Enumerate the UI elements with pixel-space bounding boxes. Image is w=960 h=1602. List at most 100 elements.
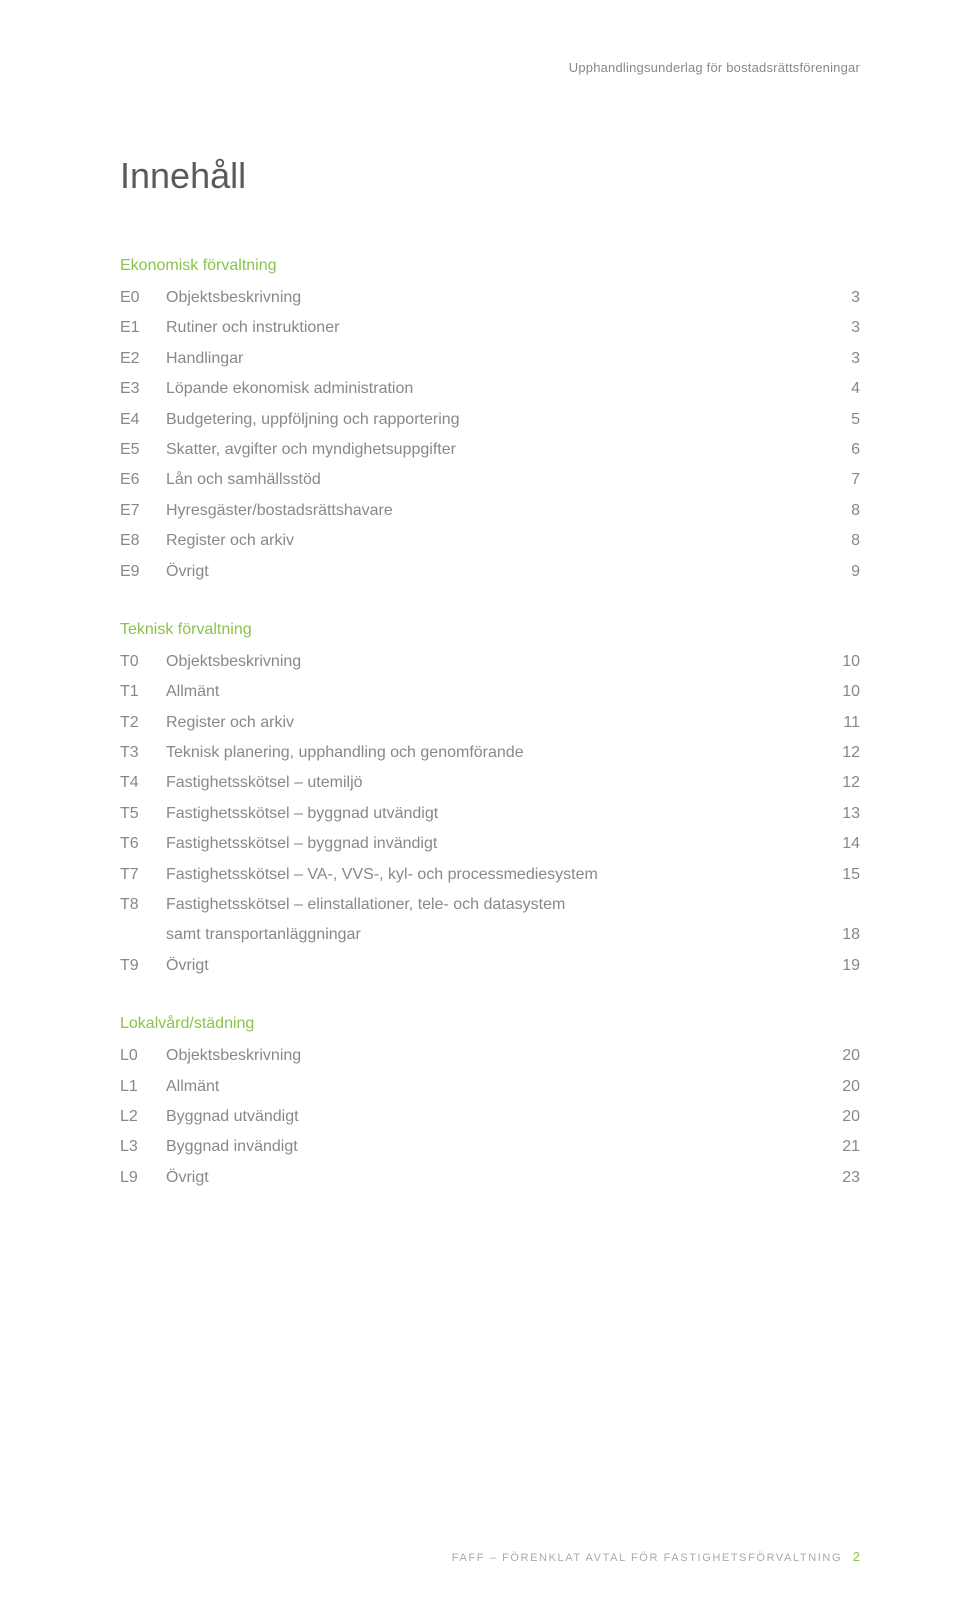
toc-code: T4 [120,768,166,798]
toc-label: Allmänt [166,1072,812,1102]
toc-label: Löpande ekonomisk administration [166,374,812,404]
toc-code: E7 [120,496,166,526]
toc-code: T5 [120,799,166,829]
toc-page: 5 [812,405,860,435]
toc-code: T8 [120,890,166,920]
toc-code: T6 [120,829,166,859]
toc-row: T7Fastighetsskötsel – VA-, VVS-, kyl- oc… [120,860,860,890]
footer: FAFF – FÖRENKLAT AVTAL FÖR FASTIGHETSFÖR… [452,1549,860,1564]
toc-code: T3 [120,738,166,768]
toc-label: Övrigt [166,951,812,981]
toc-code: T9 [120,951,166,981]
toc-label: Objektsbeskrivning [166,283,812,313]
toc-page: 20 [812,1102,860,1132]
toc-code: E4 [120,405,166,435]
toc-page: 21 [812,1132,860,1162]
toc-row: E9Övrigt9 [120,557,860,587]
toc-label: Hyresgäster/bostadsrättshavare [166,496,812,526]
running-head: Upphandlingsunderlag för bostadsrättsför… [120,60,860,75]
toc-row: T2Register och arkiv11 [120,708,860,738]
page-title: Innehåll [120,155,860,197]
toc-row: L2Byggnad utvändigt20 [120,1102,860,1132]
toc-code: E3 [120,374,166,404]
toc-code: E8 [120,526,166,556]
toc-code: L2 [120,1102,166,1132]
toc-page: 12 [812,738,860,768]
toc-row: T3Teknisk planering, upphandling och gen… [120,738,860,768]
toc-page: 6 [812,435,860,465]
toc-label: Fastighetsskötsel – byggnad invändigt [166,829,812,859]
toc-page: 14 [812,829,860,859]
section-heading: Lokalvård/städning [120,1015,860,1033]
toc-label: Rutiner och instruktioner [166,313,812,343]
toc-page: 8 [812,526,860,556]
toc-code: E6 [120,465,166,495]
toc-code: E5 [120,435,166,465]
toc-label: Handlingar [166,344,812,374]
toc-row: T4Fastighetsskötsel – utemiljö12 [120,768,860,798]
toc-label: Byggnad invändigt [166,1132,812,1162]
toc-code: L0 [120,1041,166,1071]
toc-row: L0Objektsbeskrivning20 [120,1041,860,1071]
toc-label: Register och arkiv [166,708,812,738]
toc-code: L1 [120,1072,166,1102]
toc-page: 3 [812,283,860,313]
toc-row: T6Fastighetsskötsel – byggnad invändigt1… [120,829,860,859]
toc-section: Lokalvård/städningL0Objektsbeskrivning20… [120,1015,860,1193]
toc-page: 10 [812,677,860,707]
toc-section: Ekonomisk förvaltning E0Objektsbeskrivnin… [120,257,860,587]
toc-label: Objektsbeskrivning [166,647,812,677]
toc-row: T8Fastighetsskötsel – elinstallationer, … [120,890,860,920]
toc-page: 3 [812,313,860,343]
toc-label: Allmänt [166,677,812,707]
toc-row: E6Lån och samhällsstöd7 [120,465,860,495]
toc-page: 12 [812,768,860,798]
toc-code [120,920,166,950]
toc-page: 8 [812,496,860,526]
toc-page: 20 [812,1041,860,1071]
toc-section: Teknisk förvaltningT0Objektsbeskrivning1… [120,621,860,981]
toc-row: T1Allmänt10 [120,677,860,707]
toc-page [812,890,860,920]
toc-page: 11 [812,708,860,738]
section-heading: Ekonomisk förvaltning [120,257,860,275]
toc-row: E4Budgetering, uppföljning och rapporter… [120,405,860,435]
footer-page-number: 2 [853,1549,860,1564]
toc-code: E9 [120,557,166,587]
toc-row: E0Objektsbeskrivning3 [120,283,860,313]
toc-label: Register och arkiv [166,526,812,556]
toc-row: L1Allmänt20 [120,1072,860,1102]
toc-code: T0 [120,647,166,677]
toc-label: Objektsbeskrivning [166,1041,812,1071]
toc-row: E8Register och arkiv8 [120,526,860,556]
toc-page: 20 [812,1072,860,1102]
toc-label: Fastighetsskötsel – VA-, VVS-, kyl- och … [166,860,812,890]
toc-row: L3Byggnad invändigt21 [120,1132,860,1162]
toc-row: E2Handlingar3 [120,344,860,374]
section-heading: Teknisk förvaltning [120,621,860,639]
toc-page: 7 [812,465,860,495]
toc-sections: Ekonomisk förvaltningE0Objektsbeskrivnin… [120,257,860,1193]
toc-page: 15 [812,860,860,890]
toc-label: Övrigt [166,1163,812,1193]
toc-label: Fastighetsskötsel – utemiljö [166,768,812,798]
toc-label: Övrigt [166,557,812,587]
toc-code: E2 [120,344,166,374]
toc-row: samt transportanläggningar18 [120,920,860,950]
toc-label: Skatter, avgifter och myndighetsuppgifte… [166,435,812,465]
toc-code: E1 [120,313,166,343]
toc-code: L9 [120,1163,166,1193]
toc-label: Lån och samhällsstöd [166,465,812,495]
toc-page: 23 [812,1163,860,1193]
toc-label: Byggnad utvändigt [166,1102,812,1132]
page: Upphandlingsunderlag för bostadsrättsför… [0,0,960,1602]
toc-code: T1 [120,677,166,707]
toc-page: 10 [812,647,860,677]
toc-code: E0 [120,283,166,313]
toc-page: 18 [812,920,860,950]
toc-code: T7 [120,860,166,890]
toc-page: 3 [812,344,860,374]
toc-row: E7Hyresgäster/bostadsrättshavare8 [120,496,860,526]
toc-row: L9Övrigt23 [120,1163,860,1193]
toc-page: 4 [812,374,860,404]
